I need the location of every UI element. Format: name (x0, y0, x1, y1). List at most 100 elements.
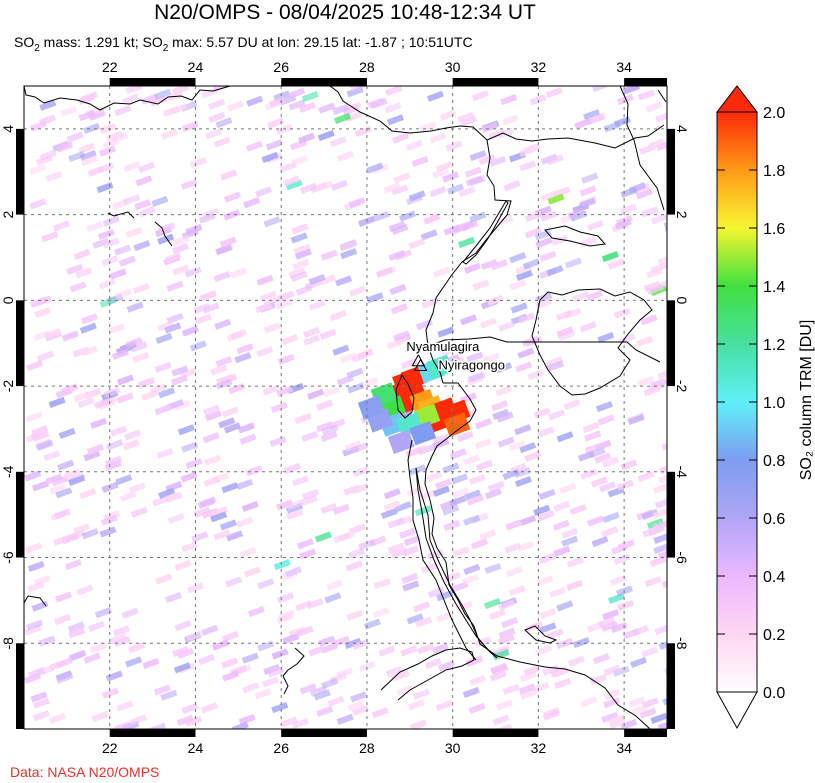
so2-pixel (350, 691, 368, 703)
so2-pixel (391, 223, 409, 235)
so2-pixel (55, 657, 73, 669)
so2-pixel (222, 670, 240, 682)
so2-pixel (352, 638, 370, 650)
so2-pixel (327, 695, 345, 707)
so2-pixel (140, 93, 158, 105)
so2-pixel (309, 685, 327, 697)
so2-pixel (153, 684, 171, 696)
so2-pixel (213, 136, 231, 148)
frame-bar (667, 471, 675, 558)
so2-pixel (181, 441, 199, 453)
so2-pixel (436, 611, 454, 623)
so2-pixel (221, 631, 239, 643)
so2-pixel (83, 652, 101, 664)
so2-pixel (172, 235, 190, 247)
so2-pixel (177, 647, 195, 659)
so2-pixel (45, 473, 63, 485)
so2-pixel (497, 436, 515, 448)
so2-pixel (132, 351, 150, 363)
so2-pixel (219, 236, 237, 248)
so2-pixel (135, 175, 153, 187)
so2-pixel (93, 397, 111, 410)
so2-pixel (277, 592, 295, 604)
so2-pixel (299, 683, 317, 695)
so2-pixel (519, 671, 537, 683)
so2-pixel (114, 244, 132, 256)
so2-pixel (201, 624, 219, 636)
so2-pixel (107, 323, 125, 335)
so2-pixel (440, 344, 458, 357)
so2-pixel (591, 536, 609, 548)
so2-pixel (116, 700, 134, 712)
so2-pixel (215, 244, 233, 256)
so2-pixel (109, 268, 127, 280)
so2-pixel (316, 421, 334, 433)
so2-pixel (125, 337, 143, 349)
so2-pixel (586, 290, 604, 302)
so2-pixel (322, 386, 340, 398)
so2-background-pixels (24, 86, 667, 729)
so2-pixel (202, 302, 220, 314)
so2-pixel (393, 172, 411, 184)
so2-pixel (200, 702, 218, 714)
so2-pixel (255, 301, 273, 314)
so2-pixel (54, 591, 73, 603)
so2-pixel (602, 511, 620, 523)
so2-pixel (211, 639, 230, 651)
so2-pixel (525, 211, 543, 223)
so2-pixel (459, 314, 477, 326)
so2-pixel (510, 302, 528, 314)
so2-pixel (98, 145, 117, 157)
so2-pixel (601, 711, 619, 723)
so2-pixel (298, 132, 316, 144)
so2-pixel (221, 406, 239, 418)
volcano-triangle-icon (413, 358, 428, 371)
so2-pixel (644, 576, 662, 588)
so2-pixel (467, 371, 485, 383)
lon-tick-label: 28 (359, 59, 375, 75)
colorbar-tick-label: 1.6 (763, 221, 785, 238)
so2-pixel (229, 267, 247, 279)
so2-pixel (189, 156, 208, 169)
so2-pixel (296, 538, 314, 550)
so2-pixel (385, 665, 403, 677)
so2-pixel (603, 121, 621, 133)
so2-pixel (409, 464, 427, 476)
so2-pixel (277, 353, 295, 365)
so2-pixel (641, 206, 659, 218)
so2-pixel (438, 660, 456, 672)
so2-pixel (48, 712, 66, 724)
so2-pixel (577, 450, 595, 462)
so2-pixel (203, 475, 221, 488)
so2-pixel (101, 255, 119, 267)
so2-pixel (400, 645, 418, 657)
colorbar-label: SO₂ column TRM [DU] (798, 320, 815, 481)
so2-pixel (41, 231, 59, 243)
so2-pixel (579, 321, 597, 333)
so2-pixel (208, 111, 226, 123)
so2-pixel (474, 438, 492, 450)
so2-pixel (483, 598, 501, 610)
so2-pixel (455, 600, 473, 612)
so2-pixel (294, 413, 312, 425)
so2-pixel (423, 213, 441, 225)
so2-pixel (456, 431, 474, 443)
so2-pixel (210, 364, 228, 376)
so2-pixel (208, 98, 226, 110)
so2-pixel (420, 229, 438, 241)
so2-pixel (517, 540, 535, 552)
so2-pixel (589, 673, 607, 685)
so2-pixel (236, 516, 254, 528)
so2-pixel (319, 274, 337, 286)
so2-pixel (132, 282, 150, 294)
so2-pixel (608, 714, 626, 726)
so2-pixel (112, 625, 130, 637)
so2-pixel (68, 150, 86, 163)
lon-tick-label: 24 (188, 59, 204, 75)
so2-pixel (436, 590, 454, 602)
frame-ticks (16, 78, 675, 737)
frame-bar (452, 729, 539, 737)
so2-pixel (482, 352, 500, 364)
so2-pixel (126, 301, 144, 313)
so2-pixel (636, 335, 654, 347)
